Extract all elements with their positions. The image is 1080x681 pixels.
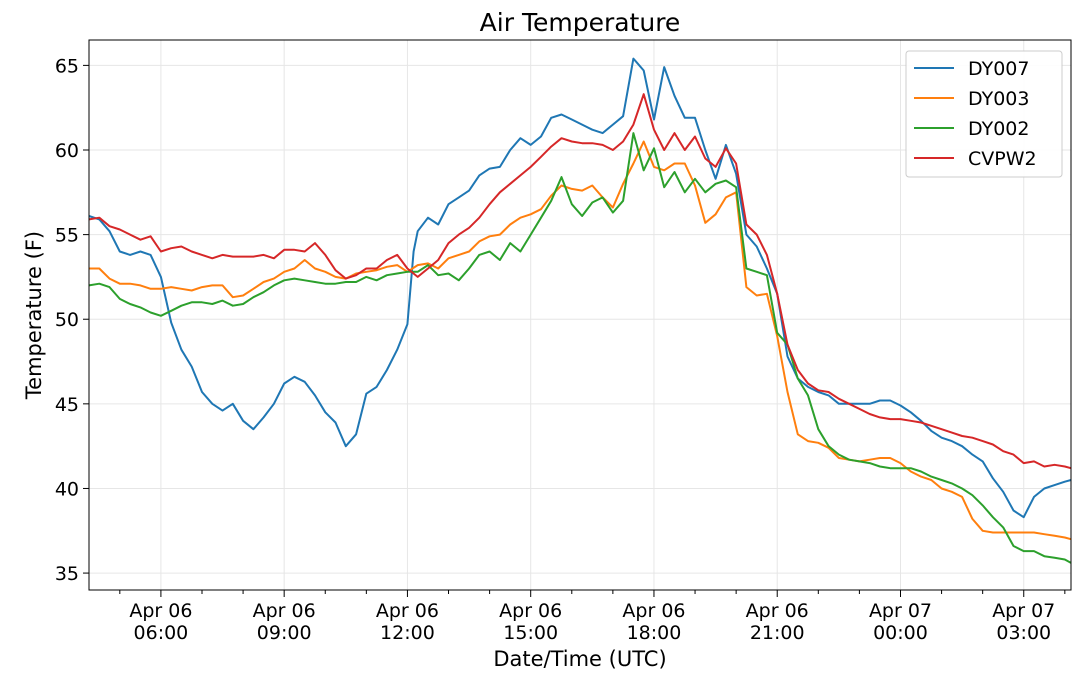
x-tick-label-date: Apr 07 — [869, 600, 932, 622]
legend-label-cvpw2: CVPW2 — [968, 148, 1037, 170]
y-tick-label: 45 — [55, 394, 79, 416]
y-tick-label: 55 — [55, 225, 79, 247]
x-tick-label-date: Apr 06 — [499, 600, 562, 622]
legend-label-dy007: DY007 — [968, 58, 1029, 80]
y-tick-label: 50 — [55, 309, 79, 331]
series-line-dy007 — [88, 57, 1072, 519]
y-tick-label: 60 — [55, 140, 79, 162]
x-tick-label-time: 03:00 — [996, 622, 1051, 644]
x-axis-label: Date/Time (UTC) — [493, 647, 666, 671]
plot-frame — [88, 39, 1072, 591]
x-tick-label-time: 09:00 — [257, 622, 312, 644]
y-tick-label: 65 — [55, 55, 79, 77]
legend-box — [905, 50, 1063, 178]
x-tick-label-date: Apr 06 — [746, 600, 809, 622]
series-line-dy003 — [89, 140, 1072, 541]
x-tick-label-time: 06:00 — [134, 622, 189, 644]
series-line-dy002 — [88, 132, 1072, 564]
x-tick-label-time: 18:00 — [627, 622, 682, 644]
y-tick-label: 35 — [55, 563, 79, 585]
x-tick-label-date: Apr 06 — [622, 600, 685, 622]
y-axis-label: Temperature (F) — [22, 231, 46, 400]
chart-title: Air Temperature — [480, 8, 681, 37]
x-tick-label-date: Apr 06 — [129, 600, 192, 622]
x-tick-label-date: Apr 06 — [253, 600, 316, 622]
x-tick-label-time: 12:00 — [380, 622, 435, 644]
legend: DY007 DY003 DY002 CVPW2 — [905, 50, 1063, 178]
x-tick-label-date: Apr 06 — [376, 600, 439, 622]
y-tick-label: 40 — [55, 478, 79, 500]
x-tick-label-time: 15:00 — [503, 622, 558, 644]
x-tick-label-time: 21:00 — [750, 622, 805, 644]
x-tick-label-date: Apr 07 — [992, 600, 1055, 622]
x-tick-label-time: 00:00 — [873, 622, 928, 644]
legend-label-dy003: DY003 — [968, 88, 1029, 110]
series-layer — [88, 57, 1072, 564]
series-line-cvpw2 — [88, 93, 1072, 470]
legend-label-dy002: DY002 — [968, 118, 1029, 140]
